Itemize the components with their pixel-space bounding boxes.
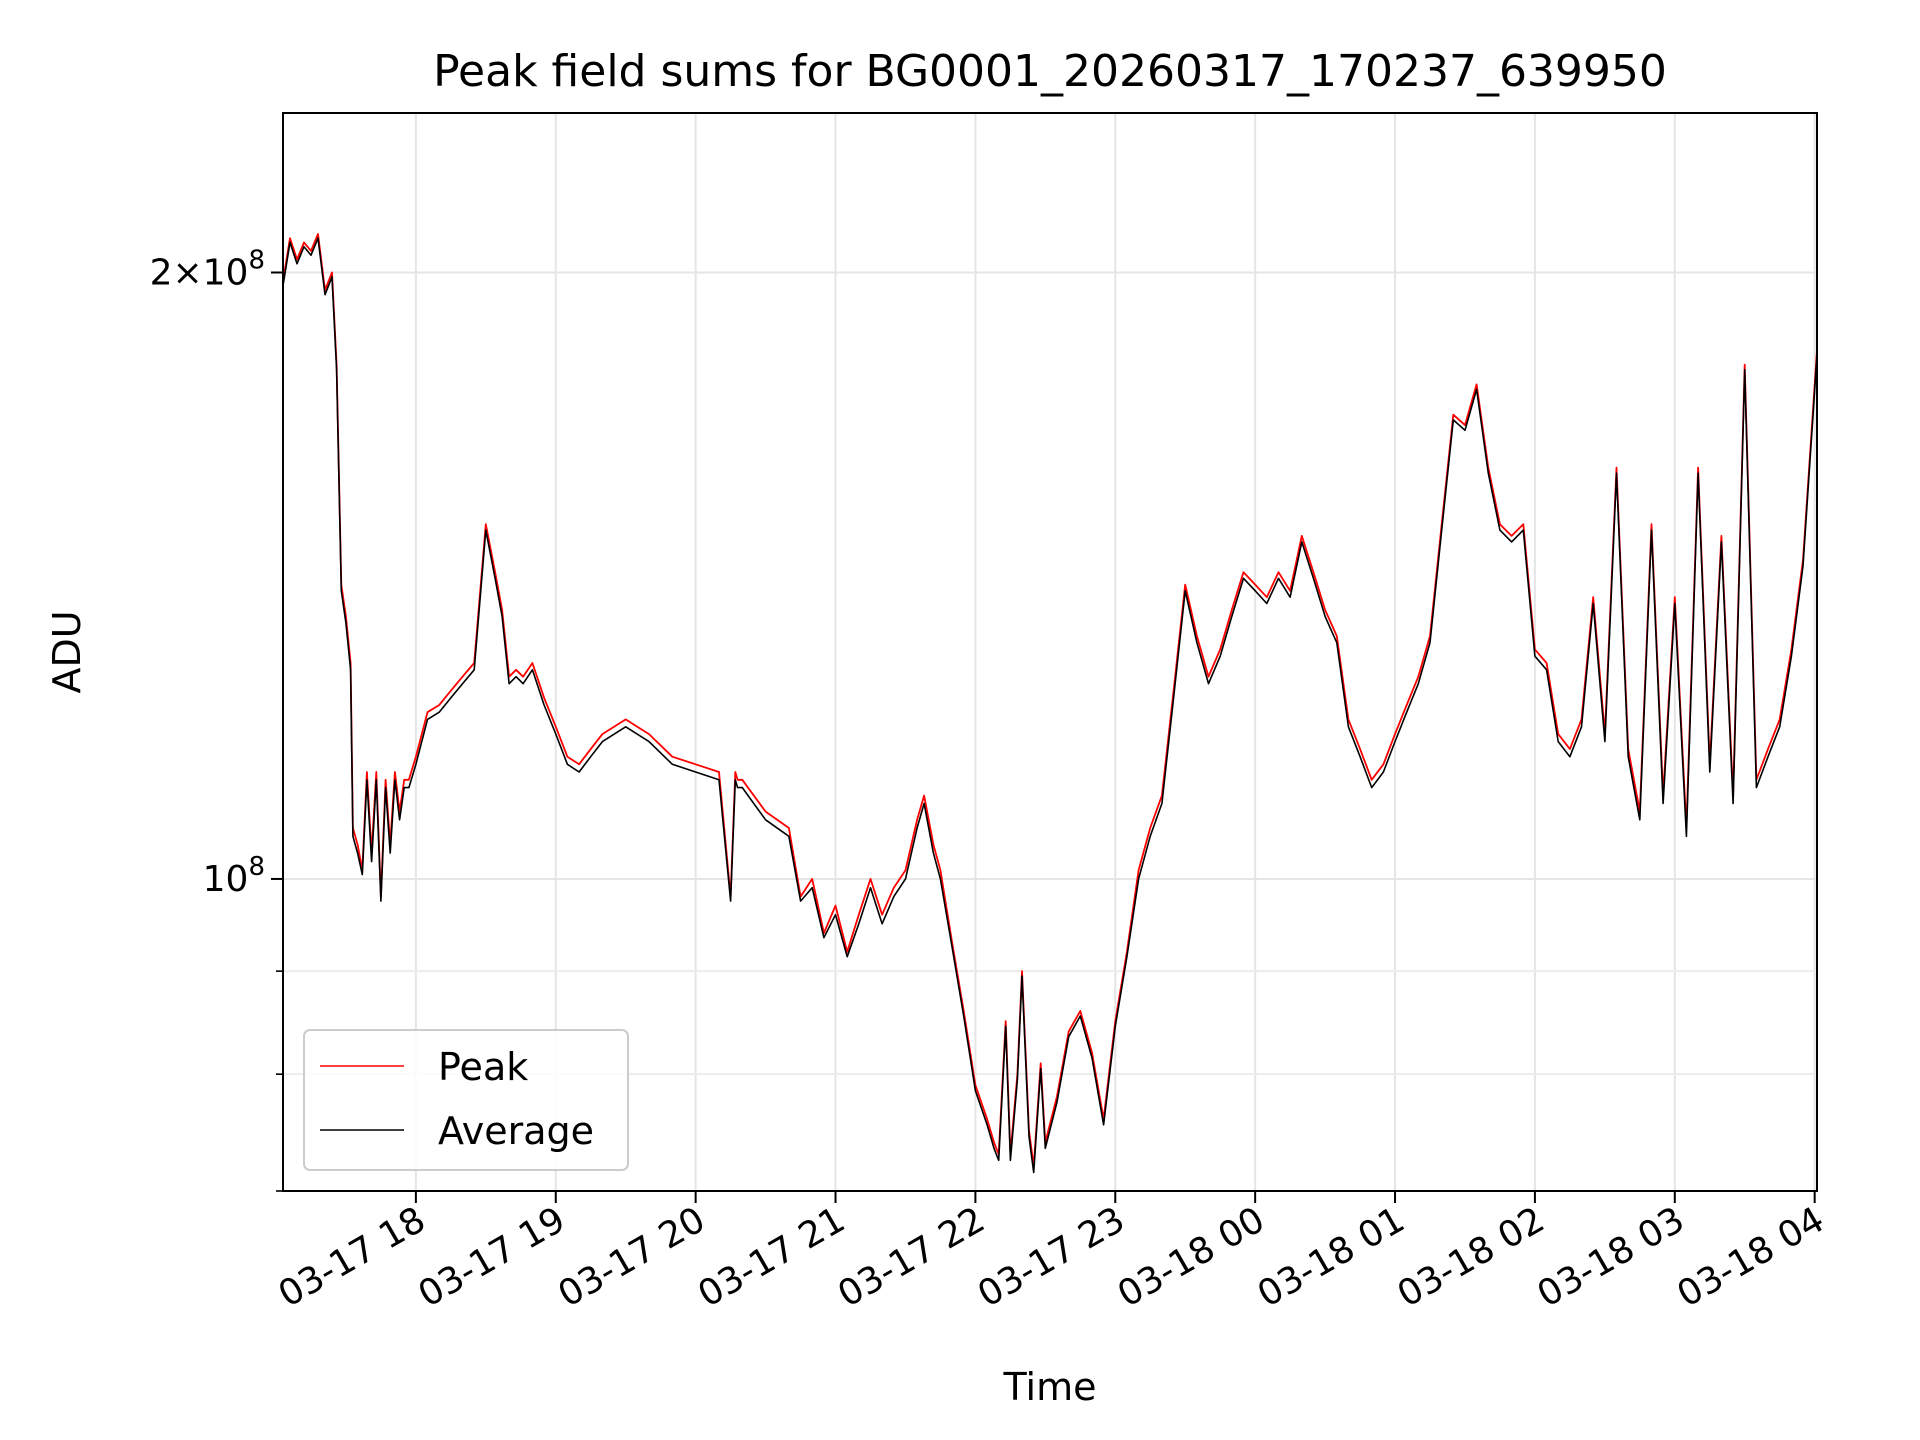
y-tick-exponent: 8 [248,852,265,882]
y-tick-label: 108 [203,852,265,900]
x-tick-label: 03-18 02 [1391,1199,1552,1315]
x-tick-label: 03-18 04 [1670,1199,1831,1315]
legend-box [303,1029,629,1171]
plot-frame [282,112,1818,1192]
legend: Peak Average [303,1029,629,1171]
legend-label-average: Average [438,1109,594,1153]
y-axis-label: ADU [45,610,89,693]
x-tick-label: 03-17 19 [412,1199,573,1315]
y-tick-times: × [172,253,202,294]
y-tick-exponent: 8 [248,246,265,276]
series-line-average [282,237,1818,1174]
x-tick-label: 03-17 21 [691,1199,852,1315]
x-tick-label: 03-18 00 [1111,1199,1272,1315]
x-tick-label: 03-17 23 [971,1199,1132,1315]
series-line-peak [282,233,1818,1168]
y-tick-coef: 2 [150,253,173,294]
y-tick-base: 10 [203,859,249,900]
x-axis-label: Time [1003,1365,1097,1409]
x-tick-label: 03-17 20 [551,1199,712,1315]
x-tick-label: 03-18 01 [1251,1199,1412,1315]
x-tick-label: 03-17 18 [272,1199,433,1315]
legend-label-peak: Peak [438,1045,528,1089]
chart-title: Peak field sums for BG0001_20260317_1702… [433,46,1667,97]
series-layer [282,233,1818,1174]
x-tick-label: 03-18 03 [1531,1199,1692,1315]
y-tick-base: 10 [203,253,249,294]
x-tick-label: 03-17 22 [831,1199,992,1315]
y-tick-label: 2×108 [150,246,265,294]
